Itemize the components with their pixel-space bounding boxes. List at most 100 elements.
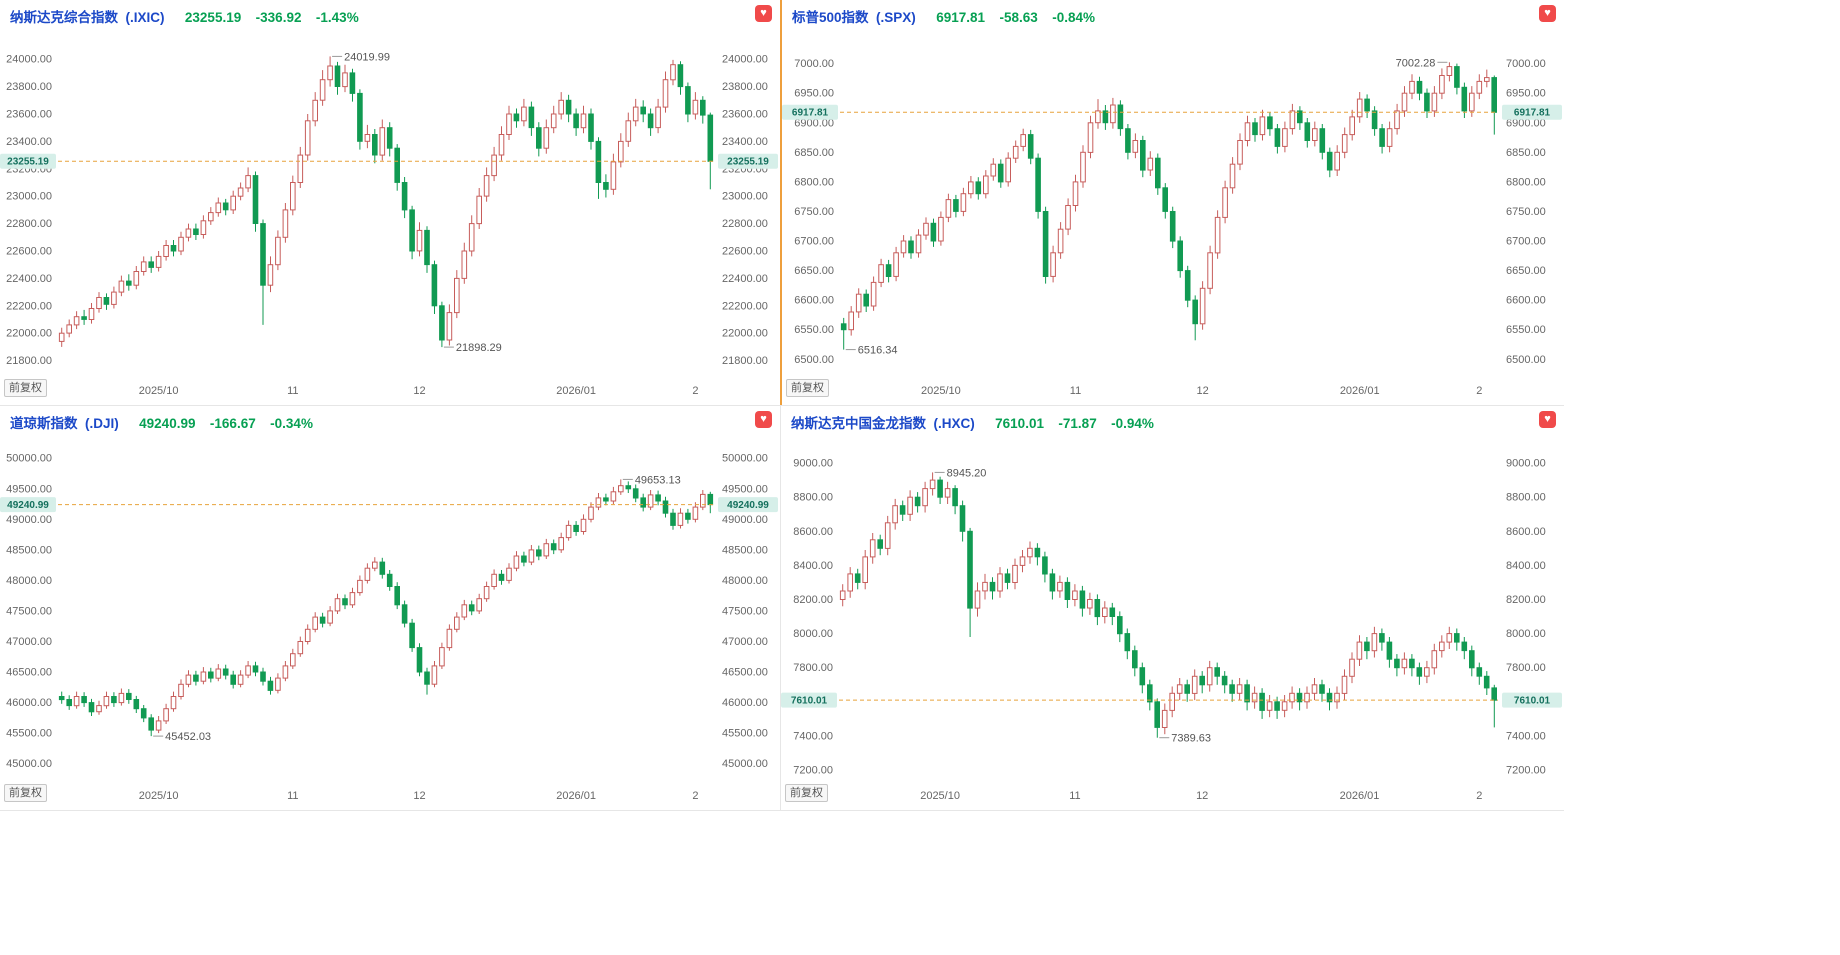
svg-text:6516.34: 6516.34	[858, 345, 898, 357]
svg-text:23000.00: 23000.00	[722, 191, 768, 203]
candlestick-chart-ixic[interactable]: 21800.00 21800.00 22000.00 22000.00 22200.00…	[0, 26, 780, 405]
svg-text:6550.00: 6550.00	[794, 324, 834, 336]
adjust-mode-button[interactable]: 前复权	[785, 784, 828, 802]
candlestick-chart-hxc[interactable]: 7200.007200.007400.007400.007600.007600.…	[781, 432, 1564, 810]
svg-text:45500.00: 45500.00	[722, 728, 768, 740]
svg-text:6600.00: 6600.00	[1506, 295, 1546, 307]
svg-text:6750.00: 6750.00	[1506, 206, 1546, 218]
favorite-button[interactable]: ♥	[755, 5, 772, 22]
heart-icon: ♥	[760, 413, 767, 425]
heart-icon: ♥	[1544, 7, 1551, 19]
svg-text:45000.00: 45000.00	[6, 758, 52, 770]
svg-text:7800.00: 7800.00	[1506, 662, 1546, 674]
chart-header: 标普500指数 (.SPX) 6917.81 -58.63 -0.84%	[782, 0, 1564, 26]
svg-text:47500.00: 47500.00	[722, 605, 768, 617]
svg-text:50000.00: 50000.00	[722, 453, 768, 465]
favorite-button[interactable]: ♥	[1539, 411, 1556, 428]
svg-text:7000.00: 7000.00	[1506, 58, 1546, 70]
svg-text:22800.00: 22800.00	[6, 218, 52, 230]
candlestick-chart-spx[interactable]: 6500.00 6500.00 6550.00 6550.00 6600.00 6600.…	[782, 26, 1564, 405]
index-symbol: (.SPX)	[875, 10, 916, 25]
price-change-pct: -1.43%	[315, 10, 359, 25]
svg-text:8400.00: 8400.00	[793, 560, 833, 572]
last-price: 49240.99	[139, 416, 196, 431]
svg-text:6500.00: 6500.00	[1506, 354, 1546, 366]
svg-text:45452.03: 45452.03	[165, 731, 211, 743]
index-symbol: (.DJI)	[84, 416, 119, 431]
svg-text:11: 11	[1069, 790, 1080, 802]
svg-text:8000.00: 8000.00	[793, 628, 833, 640]
svg-text:12: 12	[1196, 385, 1208, 397]
svg-text:8945.20: 8945.20	[947, 467, 987, 479]
svg-text:2025/10: 2025/10	[139, 790, 179, 802]
svg-text:49240.99: 49240.99	[727, 500, 769, 511]
svg-text:7800.00: 7800.00	[793, 662, 833, 674]
svg-text:11: 11	[1070, 385, 1081, 397]
svg-text:12: 12	[413, 790, 425, 802]
svg-text:8600.00: 8600.00	[1506, 526, 1546, 538]
svg-text:6950.00: 6950.00	[1506, 88, 1546, 100]
svg-text:23255.19: 23255.19	[7, 157, 49, 168]
svg-text:23600.00: 23600.00	[722, 109, 768, 121]
favorite-button[interactable]: ♥	[1539, 5, 1556, 22]
svg-text:6917.81: 6917.81	[792, 108, 829, 119]
svg-text:7389.63: 7389.63	[1171, 733, 1211, 745]
svg-text:7200.00: 7200.00	[793, 765, 833, 777]
index-name[interactable]: 纳斯达克综合指数	[10, 10, 118, 25]
index-name[interactable]: 标普500指数	[792, 10, 869, 25]
adjust-mode-button[interactable]: 前复权	[4, 784, 47, 802]
price-change-pct: -0.94%	[1111, 416, 1154, 431]
svg-text:2025/10: 2025/10	[139, 385, 179, 397]
svg-text:6900.00: 6900.00	[794, 117, 834, 129]
svg-text:6900.00: 6900.00	[1506, 117, 1546, 129]
svg-text:8800.00: 8800.00	[793, 492, 833, 504]
favorite-button[interactable]: ♥	[755, 411, 772, 428]
price-change: -71.87	[1058, 416, 1097, 431]
index-name[interactable]: 纳斯达克中国金龙指数	[791, 416, 926, 431]
heart-icon: ♥	[1544, 413, 1551, 425]
svg-text:23800.00: 23800.00	[6, 81, 52, 93]
svg-text:49240.99: 49240.99	[7, 500, 49, 511]
svg-text:49653.13: 49653.13	[635, 474, 681, 486]
svg-text:2026/01: 2026/01	[1340, 790, 1380, 802]
svg-text:23000.00: 23000.00	[6, 191, 52, 203]
last-price: 6917.81	[936, 10, 986, 25]
svg-text:46500.00: 46500.00	[6, 667, 52, 679]
svg-text:6600.00: 6600.00	[794, 295, 834, 307]
svg-text:48000.00: 48000.00	[722, 575, 768, 587]
chart-panel-ixic: 纳斯达克综合指数 (.IXIC) 23255.19 -336.92 -1.43%…	[0, 0, 780, 405]
svg-text:46000.00: 46000.00	[722, 697, 768, 709]
svg-text:22000.00: 22000.00	[722, 328, 768, 340]
svg-text:8000.00: 8000.00	[1506, 628, 1546, 640]
svg-text:8200.00: 8200.00	[1506, 594, 1546, 606]
svg-text:22800.00: 22800.00	[722, 218, 768, 230]
svg-text:9000.00: 9000.00	[793, 458, 833, 470]
svg-text:11: 11	[287, 790, 298, 802]
adjust-mode-button[interactable]: 前复权	[786, 379, 829, 397]
price-change-pct: -0.34%	[270, 416, 313, 431]
svg-text:49500.00: 49500.00	[722, 483, 768, 495]
svg-text:7000.00: 7000.00	[794, 58, 834, 70]
svg-text:22200.00: 22200.00	[6, 300, 52, 312]
index-name[interactable]: 道琼斯指数	[10, 416, 78, 431]
heart-icon: ♥	[760, 7, 767, 19]
svg-text:6850.00: 6850.00	[1506, 147, 1546, 159]
svg-text:48500.00: 48500.00	[6, 544, 52, 556]
svg-text:45000.00: 45000.00	[722, 758, 768, 770]
candlestick-chart-dji[interactable]: 45000.00 45000.00 45500.00 45500.00 46000.00…	[0, 432, 780, 810]
svg-text:21800.00: 21800.00	[6, 355, 52, 367]
svg-text:2: 2	[1476, 790, 1482, 802]
svg-text:22600.00: 22600.00	[722, 246, 768, 258]
svg-text:2: 2	[692, 790, 698, 802]
svg-text:6950.00: 6950.00	[794, 88, 834, 100]
index-symbol: (.IXIC)	[125, 10, 165, 25]
svg-text:22600.00: 22600.00	[6, 246, 52, 258]
svg-text:12: 12	[1196, 790, 1208, 802]
svg-text:50000.00: 50000.00	[6, 453, 52, 465]
svg-text:48500.00: 48500.00	[722, 544, 768, 556]
chart-header: 纳斯达克中国金龙指数 (.HXC) 7610.01 -71.87 -0.94%	[781, 406, 1564, 432]
adjust-mode-button[interactable]: 前复权	[4, 379, 47, 397]
svg-text:22400.00: 22400.00	[6, 273, 52, 285]
svg-text:6700.00: 6700.00	[1506, 236, 1546, 248]
